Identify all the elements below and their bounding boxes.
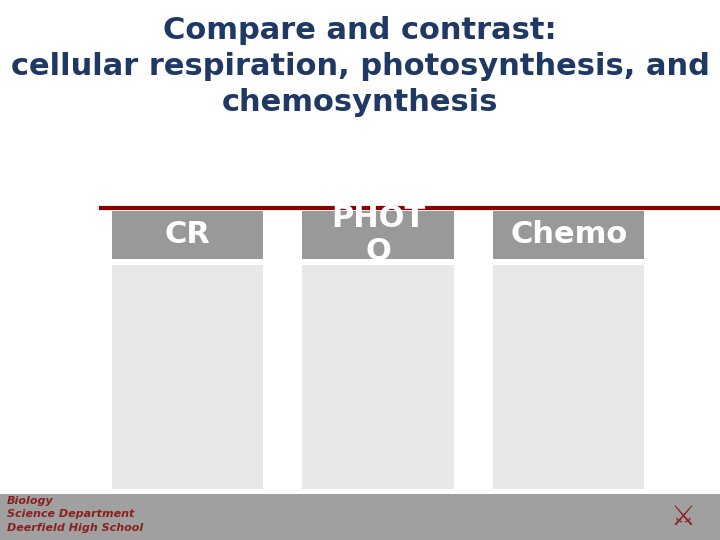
Text: Compare and contrast:
cellular respiration, photosynthesis, and
chemosynthesis: Compare and contrast: cellular respirati… <box>11 16 709 117</box>
Text: PHOT
O: PHOT O <box>331 204 425 266</box>
Text: CR: CR <box>164 220 210 249</box>
Text: Chemo: Chemo <box>510 220 627 249</box>
Bar <box>112 211 263 259</box>
Text: Biology
Science Department
Deerfield High School: Biology Science Department Deerfield Hig… <box>7 496 143 532</box>
Bar <box>0 494 720 540</box>
Bar <box>112 265 263 489</box>
Bar <box>493 211 644 259</box>
Bar <box>302 265 454 489</box>
Text: ⚔: ⚔ <box>670 503 695 531</box>
Bar <box>302 211 454 259</box>
Bar <box>493 265 644 489</box>
